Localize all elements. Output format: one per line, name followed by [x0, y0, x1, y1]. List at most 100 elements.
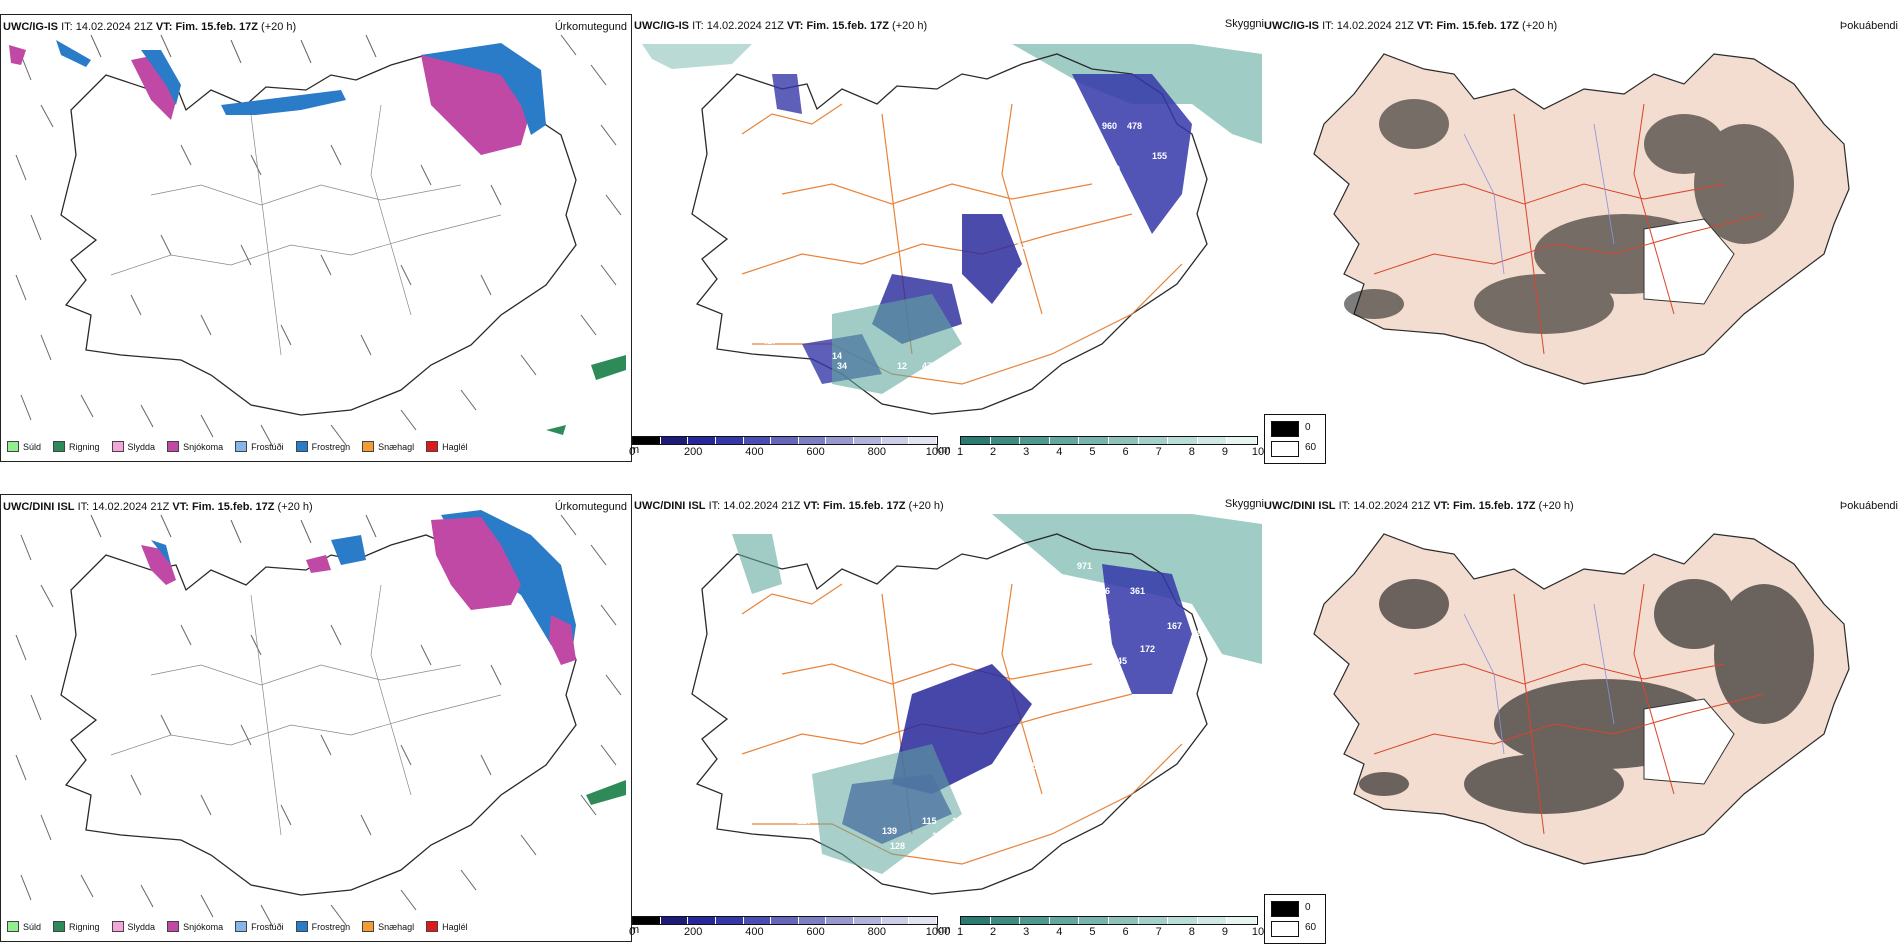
legend-item: Súld: [7, 921, 41, 932]
colorbar-ticks: 1 2 3 4 5 6 7 8 9 10: [957, 445, 1264, 459]
ceiling-value-label: 73: [1067, 126, 1077, 136]
fog-legend-swatch-light: [1271, 441, 1299, 457]
colorbar-block: [881, 917, 910, 924]
wind-barbs: [15, 34, 622, 448]
colorbar-tick-label: 4: [1056, 926, 1063, 938]
colorbar-tick-label: 3: [1023, 446, 1030, 458]
model-name: UWC/DINI ISL: [3, 501, 75, 513]
ceiling-value-label: 101: [1102, 201, 1117, 211]
low-ceiling-area: [1072, 74, 1192, 234]
freezing-rain-area: [221, 90, 346, 115]
ceiling-value-label: 12: [897, 361, 907, 371]
rain-area: [586, 780, 626, 805]
vt-label: VT:: [786, 20, 804, 32]
model-name: UWC/IG-IS: [634, 20, 689, 32]
ceiling-value-label: 91: [1157, 696, 1167, 706]
legend-swatch-freezing-rain: [295, 441, 308, 452]
ceiling-value-label: 417: [762, 336, 777, 346]
low-visibility-area: [832, 294, 962, 394]
freezing-rain-area: [331, 535, 366, 565]
colorbar-block: [715, 917, 744, 924]
lead-time: (+20 h): [908, 500, 944, 512]
ceiling-value-label: 139: [882, 826, 897, 836]
colorbar-block: [1108, 437, 1139, 444]
ceiling-value-label: 47: [922, 361, 932, 371]
ceiling-value-label: 167: [1167, 621, 1182, 631]
legend-item: Frostúði: [235, 441, 284, 452]
it-label: IT:: [77, 501, 90, 513]
legend-item: Snjókoma: [167, 441, 223, 452]
colorbar-block: [1138, 917, 1169, 924]
panel-title-precip: Úrkomutegund: [554, 501, 627, 513]
ceiling-value-label: 14: [832, 351, 842, 361]
low-visibility-area: [992, 514, 1262, 664]
colorbar-blocks: [960, 436, 1258, 445]
fog-index-panel: 0 60 UWC/IG-IS IT: 14.02.2024 21Z VT: Fi…: [1264, 14, 1900, 464]
colorbar-block: [1197, 437, 1228, 444]
low-visibility-area: [812, 744, 962, 874]
legend-item: Snæhagl: [362, 921, 414, 932]
ceiling-value-label: 846: [1095, 586, 1110, 596]
legend-swatch-freezing-drizzle: [235, 441, 248, 452]
it-value: 14.02.2024 21Z: [75, 21, 153, 33]
ceiling-value-label: 350: [1027, 761, 1042, 771]
ceiling-value-label: 115: [1095, 638, 1110, 648]
ceiling-visibility-map: 971 941 846 361 525 167 115 825 245 172 58 17 91 87 11…: [691, 514, 1262, 895]
run-header: UWC/DINI ISL IT: 14.02.2024 21Z VT: Fim.…: [3, 501, 313, 514]
row1: Súld Rigning Slydda Snjókoma Frostúði Fr…: [0, 0, 1900, 470]
legend-swatch-drizzle: [7, 921, 19, 932]
colorbar-block: [881, 437, 910, 444]
legend-item: Slydda: [111, 441, 155, 452]
colorbar-block: [771, 437, 799, 444]
ceiling-visibility-map: 128 971 73 960 478 164 150 20 155 101 82 131 88 109 41…: [642, 44, 1262, 415]
colorbar-block: [660, 917, 689, 924]
ceiling-value-label: 478: [1127, 121, 1142, 131]
vt-label: VT:: [155, 21, 173, 33]
colorbar-block: [1079, 917, 1109, 924]
legend-swatch-snow-pellets: [362, 921, 375, 932]
legend-item: Frostúði: [235, 921, 284, 932]
low-visibility-area: [642, 44, 752, 69]
legend-item: Slydda: [111, 921, 155, 932]
colorbar-tick-label: 2: [990, 926, 997, 938]
fog-legend-label: 60: [1305, 922, 1317, 933]
it-label: IT:: [692, 20, 704, 32]
lead-time: (+20 h): [1538, 500, 1574, 512]
legend-swatch-rain: [53, 441, 66, 452]
colorbar-unit: km: [936, 444, 951, 456]
ceiling-value-label: 88: [1017, 266, 1027, 276]
ceiling-value-label: 960: [1102, 121, 1117, 131]
vt-value: Fim. 15.feb. 17Z: [1436, 20, 1519, 32]
snow-area: [131, 55, 179, 120]
colorbar-tick-label: 400: [745, 446, 764, 458]
ceiling-value-label: 20: [1110, 164, 1120, 174]
ceiling-value-label: 123: [932, 831, 947, 841]
colorbar-block: [854, 437, 882, 444]
row2: Súld Rigning Slydda Snjókoma Frostúði Fr…: [0, 480, 1900, 950]
vt-value: Fim. 15.feb. 17Z: [175, 21, 258, 33]
low-ceiling-area: [1102, 564, 1192, 694]
legend-swatch-snow: [167, 921, 180, 932]
freezing-rain-area: [56, 40, 91, 67]
vt-value: Fim. 15.feb. 17Z: [191, 501, 275, 513]
colorbar-ticks: 0 200 400 600 800 1000: [628, 925, 950, 939]
panel-title-precip: Úrkomutegund: [554, 21, 627, 33]
run-header: UWC/IG-IS IT: 14.02.2024 21Z VT: Fim. 15…: [1264, 20, 1557, 33]
model-name: UWC/IG-IS: [3, 21, 58, 33]
ceiling-value-label: 155: [1152, 151, 1167, 161]
colorbar-tick-label: 8: [1188, 446, 1195, 458]
colorbar-tick-label: 9: [1221, 446, 1228, 458]
snow-area: [306, 555, 331, 573]
precip-type-map-panel: Súld Rigning Slydda Snjókoma Frostúði Fr…: [0, 494, 632, 942]
fog-legend-label: 60: [1305, 442, 1317, 453]
colorbar-tick-label: 800: [867, 926, 886, 938]
it-label: IT:: [1338, 500, 1351, 512]
colorbar-tick-label: 6: [1122, 446, 1129, 458]
colorbar-block: [1049, 917, 1080, 924]
snow-area: [141, 545, 176, 585]
vt-value: Fim. 15.feb. 17Z: [1452, 500, 1536, 512]
ceiling-value-label: 58: [1192, 628, 1202, 638]
lead-time: (+20 h): [892, 20, 928, 32]
colorbar-tick-label: 6: [1122, 926, 1129, 938]
colorbar-tick-label: 0: [628, 926, 636, 938]
